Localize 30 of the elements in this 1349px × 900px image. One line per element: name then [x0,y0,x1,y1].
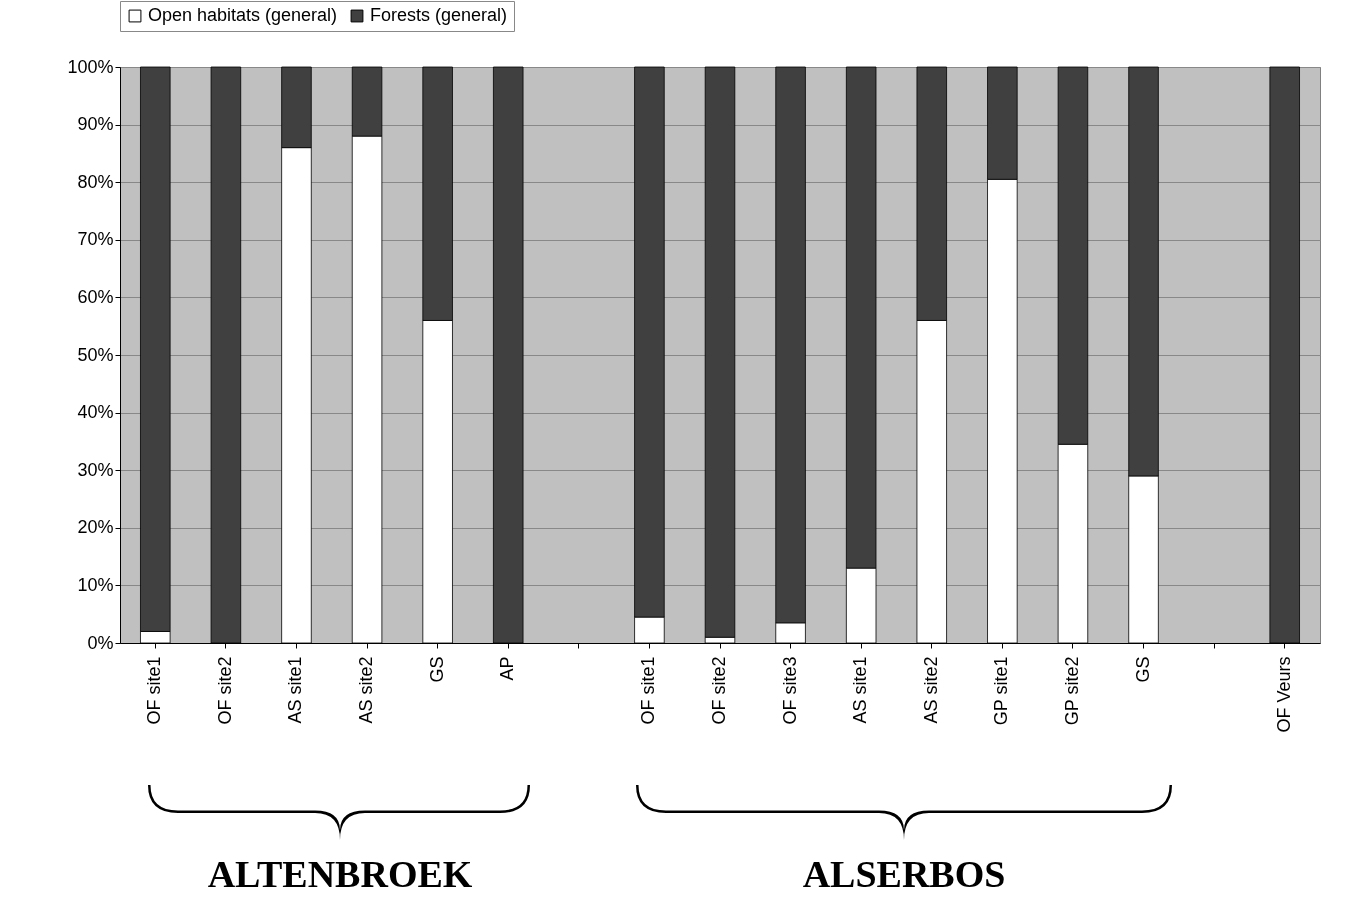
y-tick-label: 30% [77,459,114,480]
x-tick-label: OF site3 [779,656,800,725]
x-tick-label: GS [426,656,447,683]
y-tick-label: 90% [77,114,114,135]
text: ALSERBOS [802,852,1006,896]
y-tick-label: 0% [87,632,114,653]
x-tick-label: AS site2 [920,656,941,724]
y-tick-label: 70% [77,229,114,250]
x-tick-label: OF site2 [709,656,729,725]
x-tick-label: GS [1132,656,1153,683]
y-tick-label: 20% [77,517,114,538]
x-tick-label: AS site2 [356,656,377,724]
y-tick-label: 100% [67,56,114,77]
legend-label: Open habitats (general) [148,5,338,25]
y-tick-label: 10% [77,574,114,595]
x-tick-label: OF Veurs [1273,656,1294,733]
y-tick-label: 60% [77,286,114,307]
y-tick-label: 40% [77,402,114,423]
x-tick-label: OF site1 [638,656,659,725]
x-tick-label: GP site1 [991,656,1012,726]
text: ALTENBROEK [207,852,473,896]
y-tick-label: 50% [77,344,114,365]
x-tick-label: GP site2 [1061,656,1082,726]
y-tick-label: 80% [77,171,114,192]
x-tick-label: OF site1 [144,656,165,725]
x-tick-label: OF site2 [214,656,235,725]
x-tick-label: AS site1 [850,656,871,724]
x-tick-label: AS site1 [285,656,306,724]
legend-label: Forests (general) [370,5,508,25]
x-tick-label: AP [497,656,518,681]
